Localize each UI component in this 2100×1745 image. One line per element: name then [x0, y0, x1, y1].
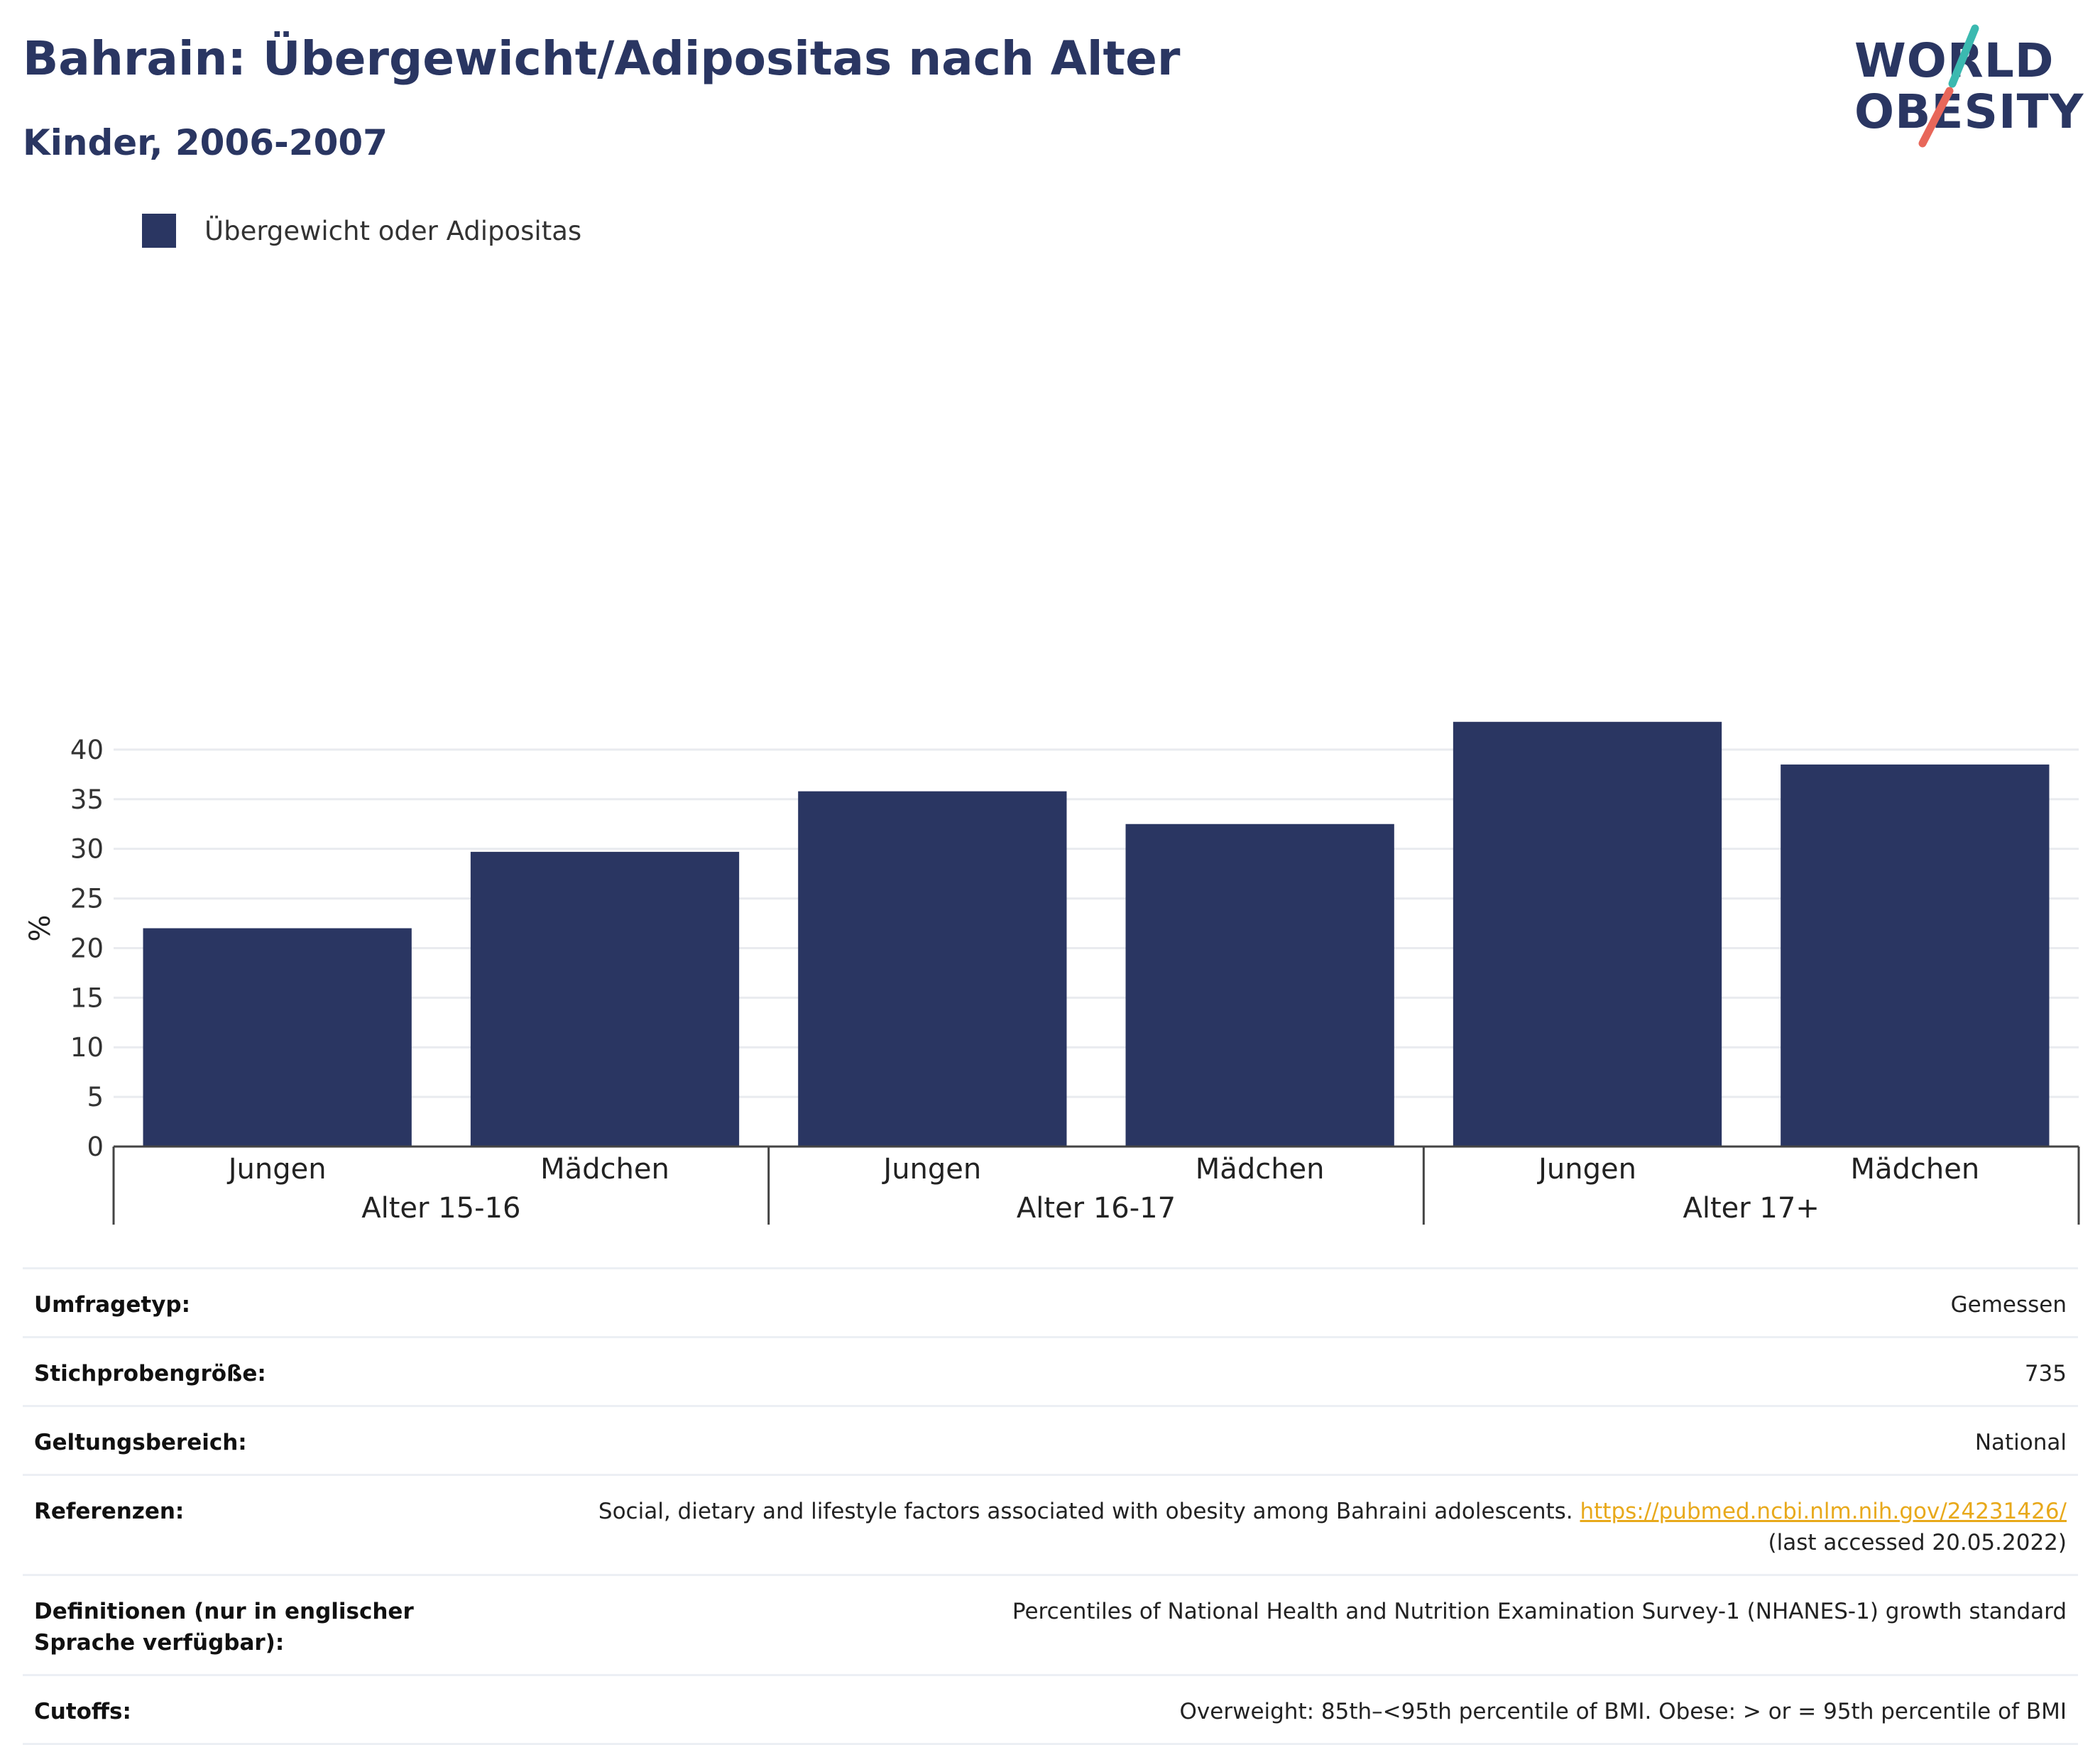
meta-label: Referenzen: — [34, 1499, 185, 1524]
meta-row-references: Referenzen: Social, dietary and lifestyl… — [23, 1474, 2078, 1574]
reference-link[interactable]: https://pubmed.ncbi.nlm.nih.gov/24231426… — [1580, 1499, 2067, 1524]
y-tick-label: 10 — [70, 1032, 104, 1063]
y-tick-label: 5 — [87, 1082, 104, 1112]
meta-label: Stichprobengröße: — [34, 1361, 266, 1386]
chart-legend[interactable]: Übergewicht oder Adipositas — [142, 213, 581, 248]
x-category-label: Jungen — [226, 1153, 327, 1186]
y-tick-label: 20 — [70, 933, 104, 963]
bar — [143, 928, 412, 1147]
y-tick-label: 15 — [70, 983, 104, 1013]
y-axis-label: % — [24, 914, 57, 941]
logo-slash-top — [1948, 24, 1979, 88]
x-category-label: Jungen — [881, 1153, 981, 1186]
y-tick-label: 30 — [70, 834, 104, 865]
y-tick-label: 25 — [70, 884, 104, 914]
bar-chart: 0 5 10 15 20 25 30 35 40% Jungen Mädchen Alter 15-1… — [24, 721, 2080, 1225]
bar — [1453, 721, 1722, 1147]
meta-label: Umfragetyp: — [34, 1292, 190, 1318]
meta-value: National — [1974, 1430, 2067, 1455]
meta-row-scope: Geltungsbereich: National — [23, 1405, 2078, 1474]
bar — [1125, 824, 1394, 1147]
meta-label: Definitionen (nur in englischer Sprache … — [34, 1599, 414, 1656]
survey-metadata-table: Umfragetyp: Gemessen Stichprobengröße: 7… — [23, 1267, 2078, 1745]
meta-value: Gemessen — [1950, 1292, 2067, 1318]
meta-row-survey-type: Umfragetyp: Gemessen — [23, 1267, 2078, 1336]
legend-swatch — [142, 214, 176, 248]
meta-value: Social, dietary and lifestyle factors as… — [598, 1496, 2067, 1558]
x-group-label: Alter 15-16 — [361, 1192, 520, 1225]
logo-slash-bottom — [1918, 87, 1954, 148]
x-category-label: Mädchen — [540, 1153, 669, 1186]
meta-value: Percentiles of National Health and Nutri… — [1012, 1599, 2067, 1624]
y-tick-label: 40 — [70, 735, 104, 765]
y-tick-label: 0 — [87, 1132, 104, 1162]
bar — [470, 851, 740, 1147]
meta-row-definitions: Definitionen (nur in englischer Sprache … — [23, 1574, 2078, 1674]
bar — [1781, 764, 2050, 1147]
meta-label: Geltungsbereich: — [34, 1430, 247, 1455]
logo-text-obesity: OBESITY — [1854, 84, 2084, 139]
reference-text: Social, dietary and lifestyle factors as… — [598, 1499, 1573, 1524]
x-group-label: Alter 16-17 — [1017, 1192, 1176, 1225]
legend-label: Übergewicht oder Adipositas — [204, 215, 582, 246]
meta-label: Cutoffs: — [34, 1699, 131, 1724]
x-category-label: Jungen — [1536, 1153, 1636, 1186]
x-category-label: Mädchen — [1850, 1153, 1979, 1186]
chart-title: Bahrain: Übergewicht/Adipositas nach Alt… — [23, 31, 1181, 86]
world-obesity-logo: WORLD OBESITY — [1854, 24, 2084, 148]
meta-row-cutoffs: Cutoffs: Overweight: 85th–<95th percenti… — [23, 1674, 2078, 1745]
meta-row-sample-size: Stichprobengröße: 735 — [23, 1336, 2078, 1405]
meta-value: Overweight: 85th–<95th percentile of BMI… — [1179, 1699, 2067, 1724]
x-category-label: Mädchen — [1196, 1153, 1325, 1186]
meta-value: 735 — [2024, 1361, 2067, 1386]
y-tick-label: 35 — [70, 784, 104, 815]
bar — [798, 791, 1067, 1147]
chart-subtitle: Kinder, 2006-2007 — [23, 122, 388, 163]
reference-accessed: (last accessed 20.05.2022) — [1768, 1530, 2067, 1555]
x-group-label: Alter 17+ — [1683, 1192, 1819, 1225]
